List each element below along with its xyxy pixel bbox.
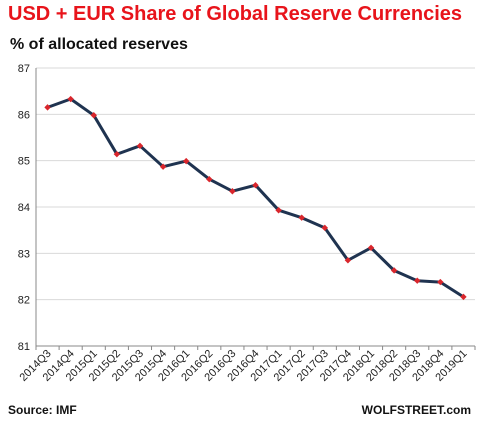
y-tick-label: 85 [18, 156, 30, 168]
chart-title: USD + EUR Share of Global Reserve Curren… [8, 3, 463, 25]
data-point [159, 163, 167, 170]
series-line-path [46, 97, 465, 299]
grid-lines [36, 67, 475, 347]
data-point [275, 207, 282, 214]
y-tick-label: 83 [18, 248, 30, 260]
source-note: Source: IMF [8, 403, 77, 417]
y-tick-label: 87 [18, 63, 30, 75]
data-point [113, 150, 121, 158]
y-axis: 81 82 83 84 85 86 87 [18, 63, 37, 353]
data-markers [44, 95, 467, 301]
y-tick-label: 82 [18, 295, 30, 307]
data-point [206, 176, 213, 183]
data-point [229, 188, 236, 195]
brand-label: WOLFSTREET.com [361, 403, 471, 417]
data-point [390, 267, 398, 274]
data-point [344, 257, 352, 264]
data-point [367, 244, 375, 251]
y-tick-label: 84 [18, 202, 30, 214]
x-axis: 2014Q32014Q42015Q12015Q22015Q32015Q42016… [18, 345, 476, 384]
data-point [44, 104, 51, 111]
data-point [460, 293, 467, 301]
chart-subtitle: % of allocated reserves [10, 36, 188, 53]
data-point [437, 278, 444, 286]
data-point [298, 214, 305, 221]
data-point [90, 112, 97, 119]
data-point [321, 224, 329, 232]
data-point [136, 142, 144, 150]
data-point [252, 182, 259, 189]
data-point [414, 277, 421, 284]
data-point [182, 157, 190, 165]
series-line [46, 97, 465, 299]
y-tick-label: 86 [18, 109, 30, 121]
y-tick-label: 81 [18, 341, 30, 353]
data-point [67, 95, 74, 103]
